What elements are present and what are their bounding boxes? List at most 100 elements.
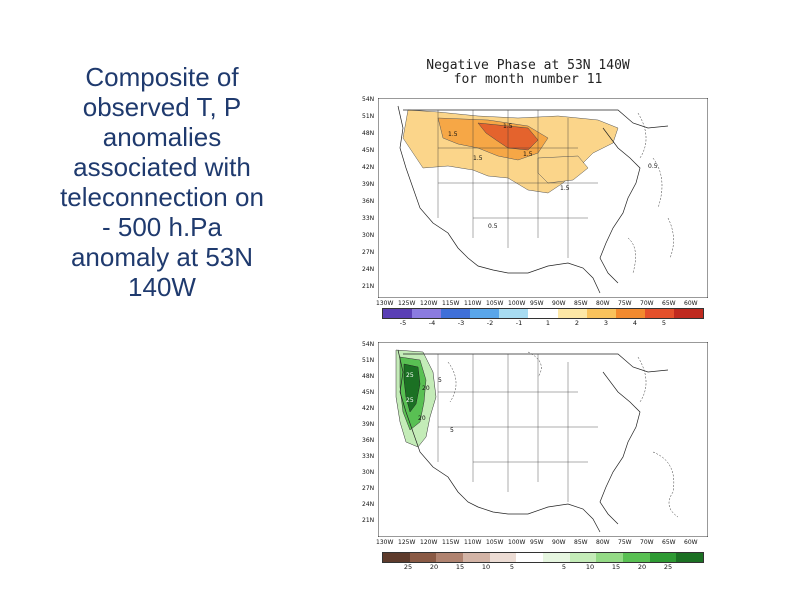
colorbar-label: -3 — [457, 319, 465, 327]
lon-label: 75W — [618, 300, 632, 307]
colorbar-swatch — [441, 309, 471, 318]
lat-label: 21N — [362, 283, 375, 290]
lon-label: 110W — [464, 539, 482, 546]
caption-line: teleconnection on — [60, 182, 264, 212]
lon-label: 95W — [530, 539, 544, 546]
lon-label: 120W — [420, 300, 438, 307]
contour-label: 1.5 — [503, 123, 513, 130]
lat-label: 54N — [362, 341, 375, 348]
lon-label: 90W — [552, 300, 566, 307]
lat-label: 33N — [362, 453, 375, 460]
lon-label: 115W — [442, 300, 460, 307]
lon-label: 70W — [640, 539, 654, 546]
colorbar-swatch — [412, 309, 442, 318]
precip-contour-labels: 25 25 20 5 5 20 — [406, 372, 454, 434]
contour-label: 1.5 — [473, 155, 483, 162]
colorbar-swatch — [470, 309, 500, 318]
colorbar-label: 15 — [611, 563, 621, 571]
colorbar-label: 10 — [585, 563, 595, 571]
colorbar-label: -1 — [515, 319, 523, 327]
national-border — [403, 353, 669, 373]
colorbar-label: 20 — [637, 563, 647, 571]
lat-label: 33N — [362, 215, 375, 222]
lon-label: 85W — [574, 539, 588, 546]
colorbar-label: -4 — [428, 319, 436, 327]
colorbar-label: 25 — [663, 563, 673, 571]
lat-label: 48N — [362, 130, 375, 137]
lat-label: 42N — [362, 405, 375, 412]
contour-label: 25 — [406, 372, 414, 379]
lon-label: 65W — [662, 539, 676, 546]
contour-label: 1.5 — [448, 131, 458, 138]
figure-title: Negative Phase at 53N 140W — [426, 58, 630, 73]
colorbar-label: 10 — [481, 563, 491, 571]
lat-label: 24N — [362, 501, 375, 508]
lon-label: 125W — [398, 539, 416, 546]
coastline — [397, 349, 601, 533]
caption-line: - 500 h.Pa — [102, 212, 222, 242]
lat-label: 27N — [362, 485, 375, 492]
lon-label: 75W — [618, 539, 632, 546]
colorbar-swatch — [623, 553, 650, 562]
lat-label: 45N — [362, 147, 375, 154]
lon-label: 120W — [420, 539, 438, 546]
caption-line: anomaly at 53N — [70, 242, 254, 272]
state-lines — [437, 110, 598, 258]
lat-label: 45N — [362, 389, 375, 396]
slide-caption: Composite of observed T, P anomalies ass… — [22, 62, 302, 302]
contour-label: 1.5 — [523, 151, 533, 158]
lon-label: 105W — [486, 300, 504, 307]
contour-label: 5 — [450, 427, 454, 434]
colorbar-label: 5 — [661, 319, 667, 327]
national-border — [403, 109, 669, 129]
precipitation-anomaly-map: 25 25 20 5 5 20 — [378, 342, 708, 537]
contour-label: 20 — [422, 385, 430, 392]
caption-line: anomalies — [102, 122, 222, 152]
temperature-anomaly-map: 1.5 1.5 1.5 1.5 1.5 0.5 0.5 — [378, 98, 708, 298]
lon-label: 110W — [464, 300, 482, 307]
contour-label: 5 — [438, 377, 442, 384]
colorbar-swatch — [528, 309, 558, 318]
lon-label: 100W — [508, 539, 526, 546]
lat-label: 39N — [362, 181, 375, 188]
lon-label: 115W — [442, 539, 460, 546]
lat-label: 36N — [362, 437, 375, 444]
lat-label: 48N — [362, 373, 375, 380]
colorbar-swatch — [383, 309, 413, 318]
lat-label: 39N — [362, 421, 375, 428]
lon-label: 90W — [552, 539, 566, 546]
colorbar-swatch — [409, 553, 437, 562]
colorbar-label: 15 — [455, 563, 465, 571]
contour-label: 1.5 — [560, 185, 570, 192]
colorbar-swatch — [499, 309, 529, 318]
east-coastline — [599, 371, 641, 525]
contour-label: 20 — [418, 415, 426, 422]
colorbar-swatch — [569, 553, 597, 562]
colorbar-label: 4 — [632, 319, 638, 327]
colorbar-label: 3 — [603, 319, 609, 327]
lat-label: 24N — [362, 266, 375, 273]
precipitation-colorbar — [382, 552, 704, 563]
lat-label: 54N — [362, 96, 375, 103]
lon-label: 85W — [574, 300, 588, 307]
colorbar-swatch — [463, 553, 490, 562]
state-lines — [437, 354, 598, 502]
lat-label: 42N — [362, 164, 375, 171]
colorbar-label: 1 — [545, 319, 551, 327]
lon-label: 130W — [376, 300, 394, 307]
anomaly-figure: Negative Phase at 53N 140W for month num… — [338, 55, 718, 575]
lon-label: 60W — [684, 300, 698, 307]
lon-label: 80W — [596, 300, 610, 307]
lat-label: 27N — [362, 249, 375, 256]
temp-contour-labels: 1.5 1.5 1.5 1.5 1.5 0.5 0.5 — [448, 123, 658, 230]
east-coastline — [599, 127, 641, 284]
colorbar-swatch — [516, 553, 544, 562]
contour-label: 0.5 — [648, 163, 658, 170]
colorbar-label: 5 — [509, 563, 515, 571]
colorbar-label: -5 — [399, 319, 407, 327]
colorbar-swatch — [557, 309, 587, 318]
lat-label: 36N — [362, 198, 375, 205]
coastline — [397, 105, 601, 294]
colorbar-swatch — [596, 553, 624, 562]
colorbar-swatch — [673, 309, 704, 318]
